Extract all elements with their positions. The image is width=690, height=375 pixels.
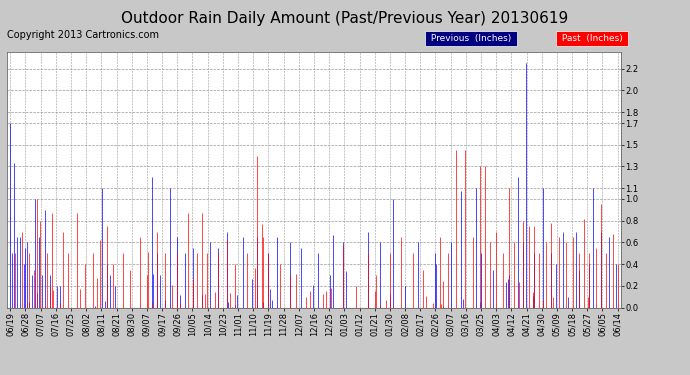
Text: Previous  (Inches): Previous (Inches) [428, 34, 514, 43]
Text: Copyright 2013 Cartronics.com: Copyright 2013 Cartronics.com [7, 30, 159, 40]
Text: Past  (Inches): Past (Inches) [559, 34, 626, 43]
Text: Outdoor Rain Daily Amount (Past/Previous Year) 20130619: Outdoor Rain Daily Amount (Past/Previous… [121, 11, 569, 26]
